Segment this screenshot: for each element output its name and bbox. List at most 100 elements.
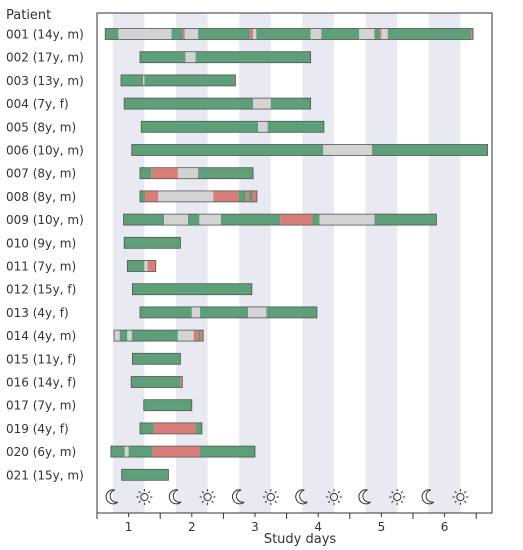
patient-label: 012 (15y, f) xyxy=(6,283,76,297)
segment-red xyxy=(252,190,257,202)
segment-red xyxy=(193,330,199,342)
patient-bar-outline xyxy=(131,352,181,365)
x-tick-label: 5 xyxy=(378,520,386,534)
segment-green xyxy=(171,28,183,40)
segment-green xyxy=(132,353,181,365)
segment-green xyxy=(195,51,311,63)
segment-green xyxy=(131,330,178,342)
segment-grey xyxy=(158,190,214,202)
patient-row: 007 (8y, m) xyxy=(6,167,254,181)
patient-row: 005 (8y, m) xyxy=(6,120,325,134)
patient-row: 004 (7y, f) xyxy=(6,97,312,111)
x-tick-label: 2 xyxy=(188,520,196,534)
segment-green xyxy=(321,28,360,40)
segment-green xyxy=(141,121,259,133)
patient-row: 016 (14y, f) xyxy=(6,376,183,390)
segment-green xyxy=(374,214,437,226)
patient-row: 006 (10y, m) xyxy=(6,144,488,158)
patient-row: 019 (4y, f) xyxy=(6,422,203,436)
x-tick-label: 4 xyxy=(314,520,322,534)
patient-label: 001 (14y, m) xyxy=(6,28,84,42)
patient-label: 010 (9y, m) xyxy=(6,236,76,250)
segment-green xyxy=(387,28,472,40)
night-band-2 xyxy=(176,13,208,513)
segment-red xyxy=(147,260,156,272)
moon-icon xyxy=(295,489,308,505)
patient-bar-outline xyxy=(110,445,256,458)
patient-label: 014 (4y, m) xyxy=(6,329,76,343)
segment-red xyxy=(182,28,185,40)
segment-green xyxy=(374,28,380,40)
patient-row: 009 (10y, m) xyxy=(6,213,437,227)
segment-red xyxy=(151,167,178,179)
patient-label: 021 (15y, m) xyxy=(6,468,84,482)
sun-icon xyxy=(262,489,279,505)
patient-row: 021 (15y, m) xyxy=(6,468,169,482)
patient-bar-outline xyxy=(131,283,253,296)
patient-label: 017 (7y, m) xyxy=(6,399,76,413)
x-axis-ticks: 1 2 3 4 5 6 xyxy=(96,513,477,534)
patient-label: 016 (14y, f) xyxy=(6,376,76,390)
sun-icon xyxy=(199,489,216,505)
patient-label: 013 (4y, f) xyxy=(6,306,69,320)
night-band-5 xyxy=(365,13,398,513)
sun-icon xyxy=(389,489,406,505)
moon-icon xyxy=(358,489,371,505)
segment-green xyxy=(188,214,200,226)
patient-bar-outline xyxy=(139,190,258,203)
y-axis-title: Patient xyxy=(6,8,51,23)
patient-label: 003 (13y, m) xyxy=(6,74,84,88)
segment-green xyxy=(270,98,311,110)
segment-red xyxy=(200,330,204,342)
segment-grey xyxy=(258,121,268,133)
segment-green xyxy=(312,214,320,226)
segment-grey xyxy=(127,330,132,342)
segment-green xyxy=(238,190,247,202)
segment-grey xyxy=(381,28,388,40)
x-tick-label: 6 xyxy=(441,520,449,534)
patient-bar-outline xyxy=(104,28,474,40)
segment-green xyxy=(200,306,249,318)
patient-row: 003 (13y, m) xyxy=(6,74,236,88)
segment-green xyxy=(121,469,169,481)
patient-row: 002 (17y, m) xyxy=(6,51,312,65)
segment-green xyxy=(121,74,144,86)
segment-green xyxy=(139,306,192,318)
patient-label: 007 (8y, m) xyxy=(6,167,76,181)
segment-green xyxy=(124,237,181,249)
segment-red xyxy=(471,28,474,40)
sun-icon xyxy=(452,489,469,505)
night-band-3 xyxy=(239,13,271,513)
sun-icon xyxy=(136,489,153,505)
patient-row: 001 (14y, m) xyxy=(6,28,474,42)
patient-label: 020 (6y, m) xyxy=(6,445,76,459)
segment-red xyxy=(180,376,183,388)
segment-red xyxy=(213,190,239,202)
segment-red xyxy=(152,446,201,458)
patient-bar-outline xyxy=(121,468,169,481)
segment-red xyxy=(246,190,249,202)
moon-icon xyxy=(168,489,182,505)
segment-green xyxy=(220,214,281,226)
segment-green xyxy=(143,399,192,411)
segment-green xyxy=(119,330,128,342)
patient-row: 012 (15y, f) xyxy=(6,283,253,297)
patient-row: 015 (11y, f) xyxy=(6,352,181,366)
patient-row: 008 (8y, m) xyxy=(6,190,258,204)
patient-bar-outline xyxy=(123,236,181,249)
segment-grey xyxy=(177,167,199,179)
segment-green xyxy=(110,446,125,458)
segment-grey xyxy=(199,214,221,226)
segment-green xyxy=(198,28,250,40)
patient-label: 019 (4y, f) xyxy=(6,422,69,436)
plot-frame xyxy=(96,12,493,514)
segment-green xyxy=(266,306,317,318)
patient-row: 011 (7y, m) xyxy=(6,260,157,274)
patient-row: 013 (4y, f) xyxy=(6,306,318,320)
patient-bar-outline xyxy=(123,213,437,226)
patient-label: 002 (17y, m) xyxy=(6,51,84,65)
segment-green xyxy=(256,28,311,40)
segment-grey xyxy=(163,214,189,226)
patient-label: 006 (10y, m) xyxy=(6,144,84,158)
patient-label: 011 (7y, m) xyxy=(6,260,76,274)
